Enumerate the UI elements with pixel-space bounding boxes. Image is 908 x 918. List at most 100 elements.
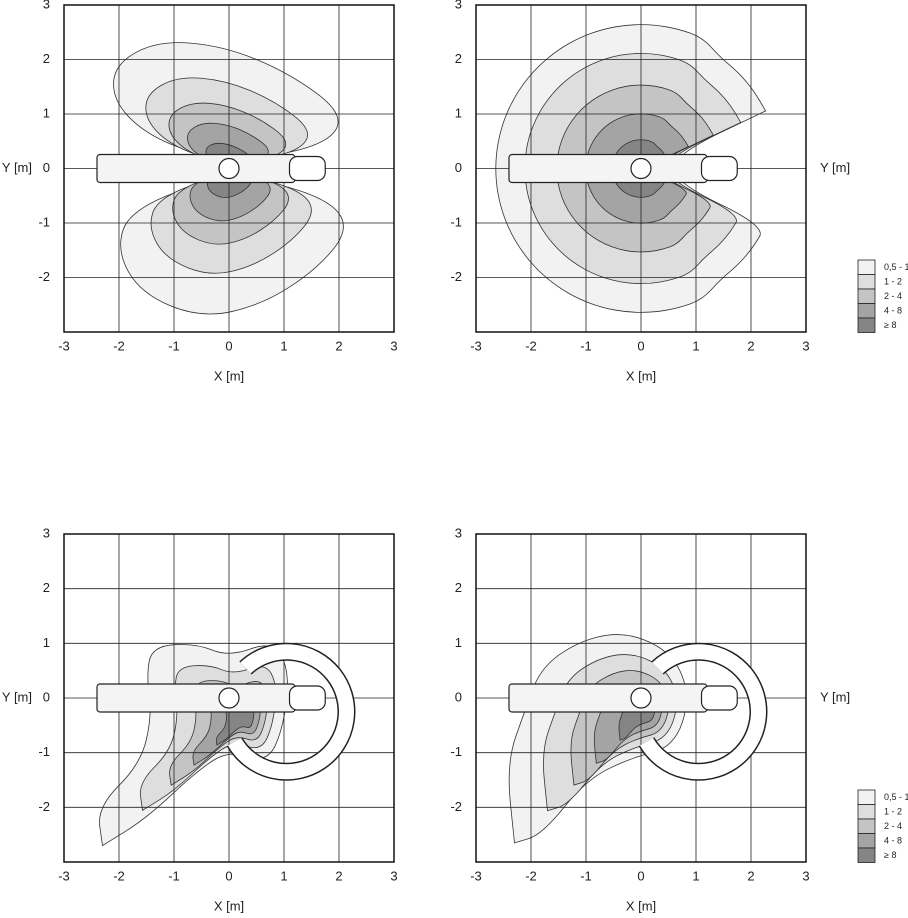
x-tick-label: -1 [580,338,592,353]
y-tick-label: 2 [43,580,50,595]
c-arm [640,644,766,780]
x-tick-label: 3 [802,868,809,883]
legend-swatch [857,833,876,849]
legend-swatch [857,303,876,319]
device-arm [96,153,296,184]
x-tick-label: 3 [802,338,809,353]
x-tick-label: -1 [580,868,592,883]
x-tick-label: 2 [747,868,754,883]
x-tick-label: 1 [692,868,699,883]
legend-swatch [857,317,876,333]
y-tick-label: -2 [450,269,462,284]
x-tick-label: -3 [470,868,482,883]
y-tick-label: 1 [455,635,462,650]
x-axis-label: X [m] [626,898,656,913]
device-arm [96,683,296,713]
y-tick-label: 2 [455,580,462,595]
plot-frame [63,4,395,333]
x-tick-label: -2 [113,868,125,883]
y-tick-label: 1 [43,635,50,650]
legend-label: ≥ 8 [884,850,896,860]
device-head [288,155,326,182]
device-head [700,685,738,711]
plot: -3 -2 -1 0 1 2 3 -2 -1 0 1 2 3 X [m] Y [m] [2,525,398,913]
x-tick-label: -2 [525,338,537,353]
device-head [700,155,738,182]
x-tick-label: 0 [225,338,232,353]
legend-label: 4 - 8 [884,305,902,315]
x-axis-label: X [m] [214,368,244,383]
y-axis-label: Y [m] [2,160,32,175]
y-axis-label: Y [m] [2,689,32,704]
y-tick-label: 3 [43,0,50,11]
x-tick-label: 1 [280,868,287,883]
plot: -3 -2 -1 0 1 2 3 -2 -1 0 1 2 3 X [m] Y [m] [2,0,398,383]
x-tick-label: -3 [58,338,70,353]
x-axis-label: X [m] [214,898,244,913]
legend-label: ≥ 8 [884,320,896,330]
y-tick-label: 3 [43,525,50,540]
device-center [630,687,652,709]
y-tick-label: 2 [43,51,50,66]
y-tick-label: 0 [455,689,462,704]
legend-swatch [857,847,876,863]
x-tick-label: 2 [335,338,342,353]
y-tick-label: -1 [450,744,462,759]
y-tick-label: 2 [455,51,462,66]
legend-label: 0,5 - 1 [884,262,908,272]
x-tick-label: -3 [58,868,70,883]
x-tick-label: 2 [747,338,754,353]
legend-label: 1 - 2 [884,806,902,816]
x-tick-label: -2 [113,338,125,353]
x-tick-label: 3 [390,338,397,353]
legend-label: 1 - 2 [884,276,902,286]
y-tick-label: -2 [38,799,50,814]
device-center [218,157,240,180]
y-tick-label: -2 [450,799,462,814]
y-axis-label: Y [m] [820,160,850,175]
x-tick-label: -2 [525,868,537,883]
legend-label: 4 - 8 [884,835,902,845]
device-arm [508,153,708,184]
legend-swatch [857,818,876,834]
y-tick-label: 0 [455,160,462,175]
x-tick-label: 1 [692,338,699,353]
y-tick-label: -1 [450,214,462,229]
plot-frame [475,4,807,333]
y-tick-label: 0 [43,160,50,175]
y-tick-label: 3 [455,525,462,540]
device-center [218,687,240,709]
plot: -3 -2 -1 0 1 2 3 -2 -1 0 1 2 3 X [m] Y [m] 0,5 - 1 1 - 2… [450,0,908,383]
x-tick-label: -3 [470,338,482,353]
legend-swatch [857,274,876,290]
y-tick-label: 0 [43,689,50,704]
x-axis-label: X [m] [626,368,656,383]
legend-swatch [857,288,876,304]
legend-swatch [857,259,876,275]
plot-frame [63,533,395,863]
device-center [630,157,652,180]
x-tick-label: -1 [168,868,180,883]
y-tick-label: 3 [455,0,462,11]
x-tick-label: 3 [390,868,397,883]
y-tick-label: -1 [38,744,50,759]
legend-label: 2 - 4 [884,291,902,301]
y-tick-label: 1 [43,105,50,120]
legend-swatch [857,804,876,820]
legend-label: 0,5 - 1 [884,792,908,802]
x-tick-label: 0 [637,338,644,353]
y-tick-label: -1 [38,214,50,229]
x-tick-label: 0 [637,868,644,883]
plot: -3 -2 -1 0 1 2 3 -2 -1 0 1 2 3 X [m] Y [m] 0,5 - 1 1 - 2… [450,525,908,913]
x-tick-label: 2 [335,868,342,883]
device-head [288,685,326,711]
x-tick-label: 0 [225,868,232,883]
y-tick-label: -2 [38,269,50,284]
c-arm [228,644,354,780]
y-axis-label: Y [m] [820,689,850,704]
x-tick-label: 1 [280,338,287,353]
x-tick-label: -1 [168,338,180,353]
plot-frame [475,533,807,863]
legend-label: 2 - 4 [884,821,902,831]
